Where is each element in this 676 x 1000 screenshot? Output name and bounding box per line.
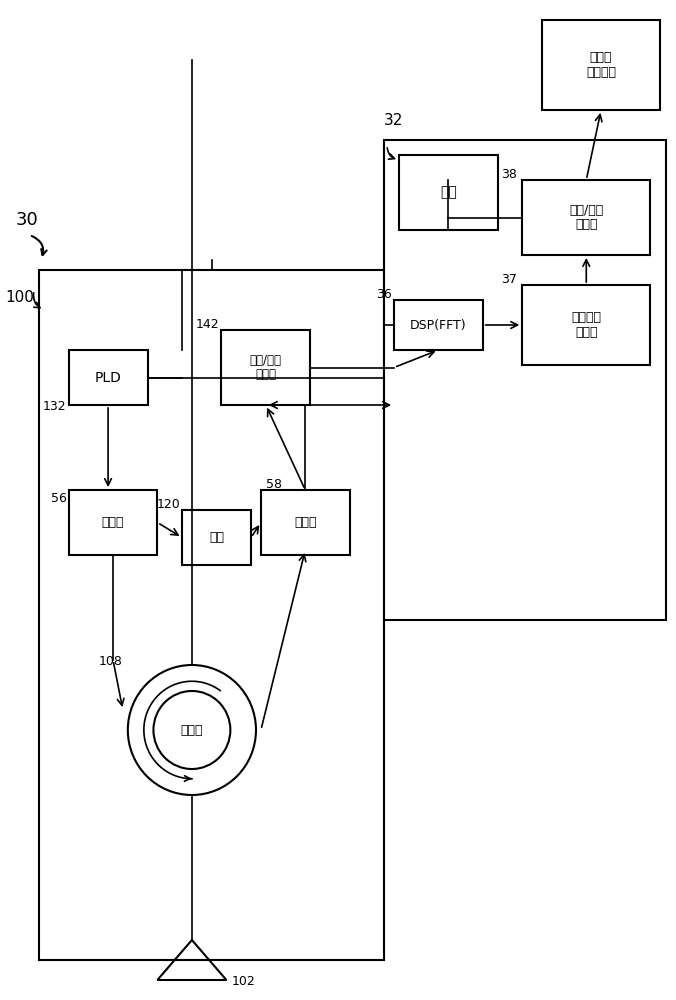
- Text: 108: 108: [99, 655, 123, 668]
- Text: 102: 102: [231, 975, 255, 988]
- Text: 电源: 电源: [440, 186, 456, 200]
- FancyBboxPatch shape: [522, 180, 650, 255]
- FancyBboxPatch shape: [542, 20, 660, 110]
- Text: 38: 38: [502, 168, 517, 181]
- Text: 32: 32: [384, 113, 404, 128]
- Text: 30: 30: [16, 211, 39, 229]
- FancyBboxPatch shape: [384, 140, 666, 620]
- Text: PLD: PLD: [95, 370, 122, 384]
- Text: 36: 36: [377, 288, 392, 301]
- FancyBboxPatch shape: [69, 350, 147, 405]
- Text: 56: 56: [51, 492, 67, 505]
- Text: 100: 100: [5, 290, 34, 305]
- FancyBboxPatch shape: [39, 270, 384, 960]
- Text: 处理器
执行系统: 处理器 执行系统: [586, 51, 616, 79]
- Text: 142: 142: [196, 318, 220, 331]
- Text: 120: 120: [156, 498, 180, 511]
- FancyBboxPatch shape: [182, 510, 251, 565]
- Text: 37: 37: [502, 273, 517, 286]
- Text: 132: 132: [43, 400, 67, 413]
- FancyBboxPatch shape: [522, 285, 650, 365]
- Text: 接收机: 接收机: [294, 516, 316, 529]
- Text: 输入/输出
编码器: 输入/输出 编码器: [569, 204, 604, 232]
- Text: 高度计算
处理器: 高度计算 处理器: [571, 311, 601, 339]
- Text: 58: 58: [266, 478, 282, 491]
- FancyBboxPatch shape: [69, 490, 158, 555]
- Text: 模拟/数字
转换器: 模拟/数字 转换器: [250, 354, 282, 381]
- FancyBboxPatch shape: [399, 155, 498, 230]
- FancyBboxPatch shape: [394, 300, 483, 350]
- Text: 发射机: 发射机: [102, 516, 124, 529]
- FancyBboxPatch shape: [261, 490, 349, 555]
- FancyBboxPatch shape: [222, 330, 310, 405]
- Text: DSP(FFT): DSP(FFT): [410, 318, 466, 332]
- Text: 环行器: 环行器: [180, 724, 203, 736]
- Text: 延迟: 延迟: [209, 531, 224, 544]
